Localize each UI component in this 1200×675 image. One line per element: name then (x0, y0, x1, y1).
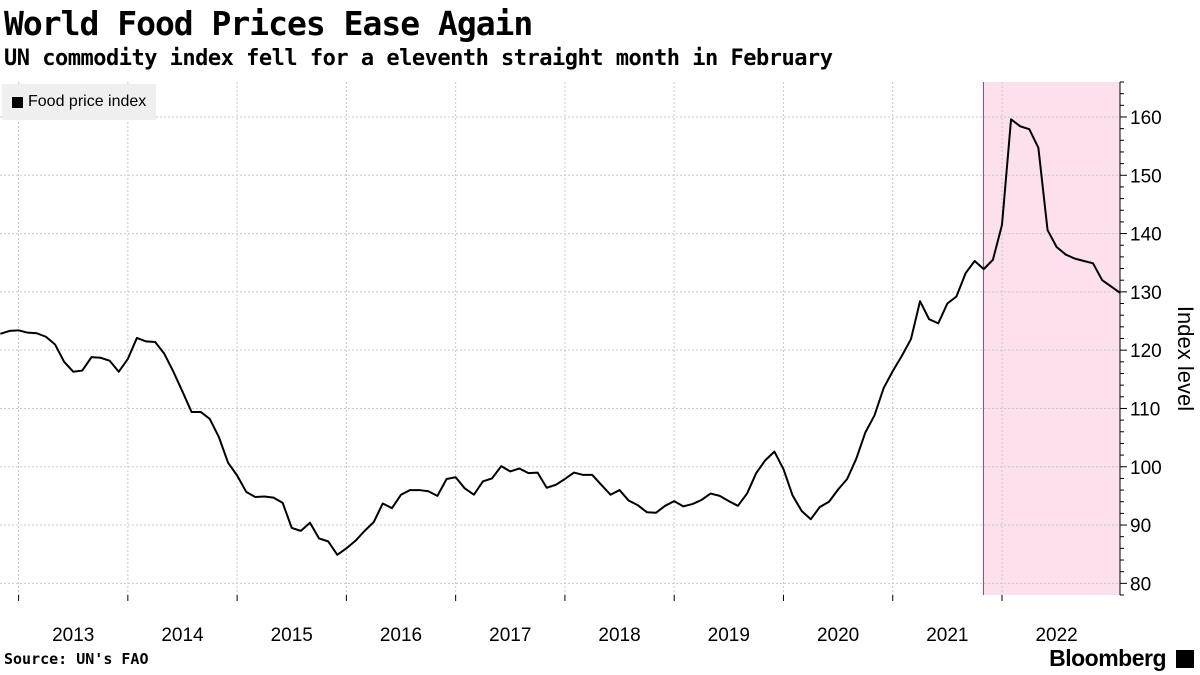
x-tick-label: 2019 (708, 625, 750, 646)
y-axis-ticks: 80 90 100 110 120 130 140 150 160 (1120, 81, 1162, 596)
legend-label: Food price index (28, 93, 147, 110)
highlight-band (983, 82, 1120, 595)
x-tick-label: 2021 (926, 625, 968, 646)
legend-swatch (12, 96, 23, 108)
y-tick-label: 80 (1130, 574, 1151, 595)
x-tick-label: 2020 (817, 625, 859, 646)
x-tick-label: 2017 (489, 625, 531, 646)
y-axis-title: Index level (1173, 306, 1198, 411)
brand-mark-icon (1176, 650, 1194, 668)
y-tick-label: 90 (1130, 516, 1151, 537)
y-tick-label: 140 (1130, 225, 1162, 246)
x-axis-ticks: 2013 2014 2015 2016 2017 2018 2019 2020 2021 2022 (18, 595, 1078, 646)
series-line-food-price-index (0, 118, 1121, 556)
y-tick-label: 100 (1130, 458, 1162, 479)
y-tick-label: 160 (1130, 108, 1162, 129)
x-tick-label: 2022 (1035, 625, 1077, 646)
legend: Food price index (2, 84, 157, 120)
y-tick-label: 130 (1130, 283, 1162, 304)
y-tick-label: 150 (1130, 166, 1162, 187)
x-tick-label: 2015 (271, 625, 313, 646)
source-note: Source: UN's FAO (4, 650, 149, 668)
x-tick-label: 2014 (161, 625, 204, 646)
y-tick-label: 110 (1130, 399, 1160, 420)
x-tick-label: 2018 (598, 625, 640, 646)
y-tick-label: 120 (1130, 341, 1162, 362)
x-tick-label: 2013 (52, 625, 94, 646)
chart-subtitle: UN commodity index fell for a eleventh s… (4, 46, 833, 71)
chart-title: World Food Prices Ease Again (4, 4, 533, 43)
x-tick-label: 2016 (380, 625, 422, 646)
brand-logo: Bloomberg (1049, 645, 1166, 671)
gridlines (0, 82, 1120, 595)
